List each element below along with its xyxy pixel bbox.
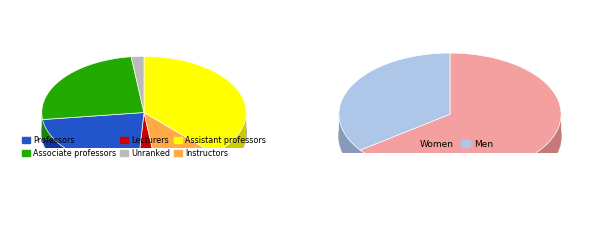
Polygon shape — [360, 114, 450, 172]
Polygon shape — [339, 53, 450, 150]
Polygon shape — [214, 112, 246, 174]
Polygon shape — [144, 56, 246, 154]
Polygon shape — [137, 113, 157, 169]
Polygon shape — [43, 113, 144, 140]
Polygon shape — [144, 113, 214, 174]
Polygon shape — [144, 113, 214, 168]
Polygon shape — [144, 113, 214, 174]
Polygon shape — [157, 154, 214, 189]
Polygon shape — [42, 112, 43, 140]
Polygon shape — [42, 57, 144, 120]
Polygon shape — [137, 113, 144, 189]
Polygon shape — [144, 113, 157, 189]
Polygon shape — [137, 113, 144, 189]
Polygon shape — [144, 113, 157, 189]
Polygon shape — [360, 114, 450, 172]
Polygon shape — [43, 120, 137, 189]
Polygon shape — [360, 115, 561, 198]
Polygon shape — [360, 53, 561, 175]
Polygon shape — [137, 168, 157, 189]
Legend: Professors, Associate professors, Lecturers, Unranked, Assistant professors, Ins: Professors, Associate professors, Lectur… — [19, 133, 269, 161]
Polygon shape — [43, 113, 144, 140]
Polygon shape — [131, 56, 144, 113]
Ellipse shape — [339, 75, 561, 198]
Polygon shape — [43, 113, 144, 169]
Legend: Women, Men: Women, Men — [404, 136, 496, 152]
Polygon shape — [339, 114, 360, 172]
Ellipse shape — [42, 77, 246, 189]
